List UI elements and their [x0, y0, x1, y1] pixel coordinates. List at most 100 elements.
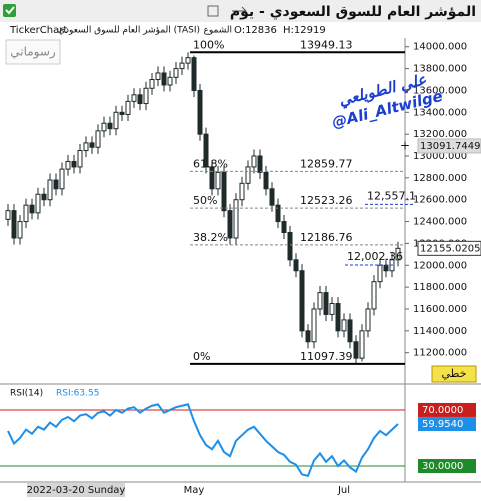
drawings-button[interactable]	[5, 39, 61, 65]
rsi-level-label: 30.0000	[422, 461, 463, 472]
line-tool-label: خطي	[442, 367, 467, 380]
candle-body	[149, 79, 155, 89]
rsi-current: RSI:63.55	[56, 389, 99, 399]
candle-body	[353, 341, 359, 359]
candle-body	[371, 281, 377, 310]
info: المؤشر العام للسوق السعودي (TASI)	[58, 26, 200, 36]
candle-body	[11, 210, 17, 239]
rsi-level-box	[418, 402, 476, 417]
y-tick-label: 14000.000	[413, 42, 467, 53]
candle-body	[131, 94, 137, 102]
candle-body	[317, 292, 323, 310]
candle-body	[101, 122, 107, 132]
candle-body	[173, 68, 179, 78]
info: TickerChart	[9, 25, 67, 36]
y-tick-label: 11600.000	[413, 304, 467, 315]
candle-body	[233, 199, 239, 239]
candle-body	[107, 122, 113, 130]
candle-body	[161, 72, 167, 86]
candle-body	[365, 308, 371, 332]
candle-body	[41, 193, 47, 201]
fib-label: 61.8%	[193, 157, 228, 170]
candle-body	[377, 264, 383, 283]
candle-body	[323, 292, 329, 315]
rsi-last-box	[418, 417, 476, 432]
fib-label: 0%	[193, 350, 210, 363]
annotation-label: 12,557.1	[367, 189, 416, 202]
y-tick-label: 11800.000	[413, 282, 467, 293]
checkbox[interactable]	[3, 4, 16, 17]
rsi-line	[7, 403, 399, 478]
rsi-last-label: 59.9540	[422, 419, 463, 430]
x-tick-label: Jul	[337, 485, 350, 496]
fib-value: 13949.13	[300, 38, 353, 51]
x-tick-label: May	[184, 485, 205, 496]
candle-body	[359, 330, 365, 359]
arrow-icon[interactable]	[232, 6, 247, 16]
candle-body	[269, 188, 275, 206]
y-tick-label: 13800.000	[413, 64, 467, 75]
candle-body	[311, 308, 317, 343]
candle-body	[23, 204, 29, 223]
line-tool[interactable]	[431, 365, 477, 383]
candle-body	[5, 210, 11, 220]
candle-body	[305, 330, 311, 343]
rsi-level-label: 70.0000	[422, 405, 463, 416]
candle-body	[281, 221, 287, 233]
candle-body	[155, 72, 161, 81]
cursor-date-box	[27, 483, 125, 497]
candle-body	[83, 142, 89, 152]
y-tick-label: 12800.000	[413, 173, 467, 184]
candle-body	[293, 259, 299, 272]
chart-title: المؤشر العام للسوق السعودي - يوم	[230, 4, 476, 21]
candle-body	[59, 168, 65, 190]
candle-body	[335, 303, 341, 332]
candle-body	[287, 231, 293, 261]
candle-body	[47, 179, 53, 201]
candle-body	[95, 130, 101, 148]
y-tick-label: 12600.000	[413, 195, 467, 206]
candle-body	[77, 150, 83, 168]
candle-body	[299, 270, 305, 332]
button-label: رسوماتي	[10, 45, 56, 60]
candle-body	[17, 221, 23, 239]
candle-body	[383, 264, 389, 272]
candle-body	[125, 100, 131, 115]
candle-body	[239, 182, 245, 201]
cursor-date: 2022-03-20 Sunday	[27, 485, 126, 496]
candle-body	[215, 171, 221, 190]
candle-body	[257, 155, 263, 173]
candle-body	[395, 247, 401, 261]
candle-body	[197, 89, 203, 135]
y-tick-label: 13400.000	[413, 107, 467, 118]
candle-body	[227, 210, 233, 239]
info: O:12836	[234, 25, 277, 36]
candle-body	[119, 111, 125, 115]
candle-body	[143, 87, 149, 105]
candle-body	[251, 155, 257, 168]
candle-body	[203, 133, 209, 168]
fib-label: 100%	[193, 38, 224, 51]
fib-value: 12859.77	[300, 157, 353, 170]
candle-body	[245, 166, 251, 184]
candle-body	[329, 303, 335, 315]
rsi-level-box	[418, 459, 476, 474]
candle-body	[167, 76, 173, 86]
candle-body	[89, 142, 95, 148]
price-marker	[417, 138, 481, 154]
y-tick-label: 13200.000	[413, 129, 467, 140]
candle-body	[29, 204, 35, 214]
y-tick-label: 12400.000	[413, 217, 467, 228]
candle-body	[263, 171, 269, 190]
info: H:12919	[283, 25, 326, 36]
fib-value: 11097.39	[300, 350, 353, 363]
price-marker	[417, 240, 481, 256]
window-icon[interactable]	[207, 5, 219, 17]
candle-body	[209, 166, 215, 190]
marker-plus: +	[400, 138, 410, 152]
candle-body	[185, 57, 191, 64]
candle-body	[275, 204, 281, 223]
y-tick-label: 11400.000	[413, 326, 467, 337]
candle-body	[65, 160, 71, 170]
